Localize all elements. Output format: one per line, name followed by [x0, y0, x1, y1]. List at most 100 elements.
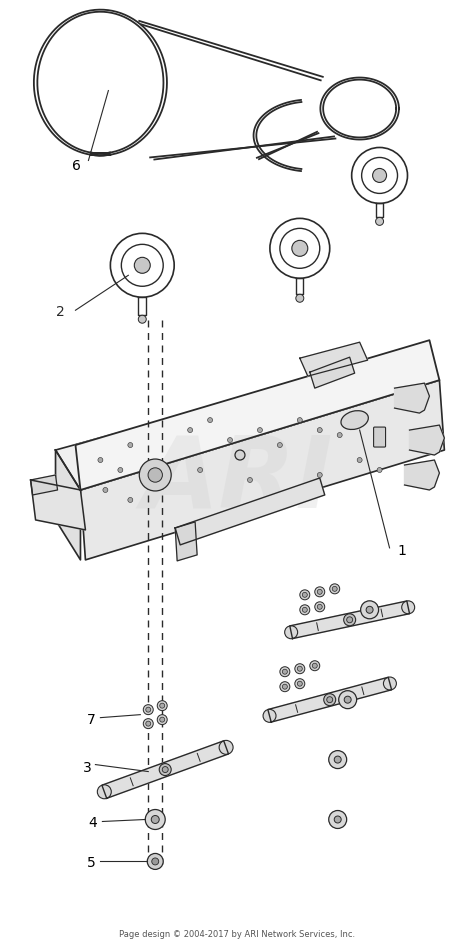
Circle shape [373, 169, 387, 182]
Text: 2: 2 [56, 306, 65, 319]
Circle shape [198, 468, 202, 473]
Polygon shape [175, 478, 325, 545]
Circle shape [310, 661, 320, 671]
Circle shape [134, 257, 150, 273]
Circle shape [235, 450, 245, 460]
Polygon shape [268, 678, 392, 722]
Circle shape [280, 681, 290, 692]
Circle shape [324, 694, 336, 706]
Circle shape [334, 756, 341, 763]
Circle shape [162, 767, 168, 772]
Circle shape [139, 459, 171, 491]
Circle shape [334, 816, 341, 823]
Polygon shape [31, 480, 85, 530]
Circle shape [300, 605, 310, 615]
Circle shape [317, 428, 322, 433]
Text: 5: 5 [86, 856, 95, 870]
Circle shape [247, 477, 253, 482]
Circle shape [317, 589, 322, 594]
Circle shape [329, 751, 346, 769]
Polygon shape [102, 741, 228, 798]
Circle shape [152, 858, 159, 865]
Circle shape [401, 601, 415, 614]
Circle shape [344, 697, 351, 703]
Circle shape [277, 442, 283, 448]
Circle shape [103, 488, 108, 493]
Circle shape [344, 614, 356, 625]
Text: 3: 3 [82, 760, 91, 774]
Circle shape [296, 294, 304, 302]
Polygon shape [404, 460, 439, 490]
Circle shape [329, 810, 346, 828]
Circle shape [366, 606, 373, 613]
Text: 6: 6 [73, 159, 82, 174]
Circle shape [297, 681, 302, 686]
Circle shape [302, 607, 307, 612]
Circle shape [118, 468, 123, 473]
Circle shape [208, 418, 212, 422]
Polygon shape [81, 381, 445, 560]
Circle shape [147, 853, 163, 869]
Circle shape [143, 705, 153, 715]
Circle shape [98, 457, 103, 462]
Circle shape [145, 809, 165, 829]
Circle shape [283, 684, 287, 689]
Circle shape [317, 605, 322, 609]
Circle shape [383, 677, 396, 690]
Text: 1: 1 [398, 544, 406, 558]
Text: 4: 4 [89, 816, 97, 830]
Circle shape [297, 418, 302, 422]
Text: 7: 7 [86, 713, 95, 727]
Circle shape [285, 625, 298, 639]
Polygon shape [31, 475, 57, 495]
Circle shape [148, 468, 163, 482]
Circle shape [300, 590, 310, 600]
Circle shape [297, 666, 302, 671]
Circle shape [330, 584, 340, 594]
Circle shape [263, 709, 276, 722]
Text: ARI: ARI [141, 432, 333, 529]
Circle shape [157, 715, 167, 725]
Circle shape [295, 679, 305, 689]
FancyBboxPatch shape [374, 427, 385, 447]
Circle shape [357, 457, 362, 462]
Polygon shape [175, 522, 197, 561]
Circle shape [159, 764, 171, 775]
Circle shape [361, 601, 379, 619]
Circle shape [146, 707, 151, 712]
Circle shape [332, 586, 337, 591]
Circle shape [219, 740, 233, 754]
Polygon shape [394, 383, 429, 413]
Circle shape [302, 592, 307, 597]
Circle shape [295, 663, 305, 674]
Circle shape [160, 717, 164, 722]
Ellipse shape [341, 411, 368, 430]
Circle shape [97, 785, 111, 799]
Polygon shape [55, 350, 439, 490]
Circle shape [143, 718, 153, 729]
Polygon shape [300, 343, 368, 376]
Circle shape [327, 697, 333, 702]
Circle shape [151, 815, 159, 824]
Circle shape [257, 428, 263, 433]
Circle shape [375, 217, 383, 225]
Polygon shape [75, 340, 439, 490]
Circle shape [337, 433, 342, 437]
Circle shape [146, 721, 151, 726]
Circle shape [339, 691, 356, 709]
Circle shape [157, 700, 167, 711]
Polygon shape [310, 357, 355, 388]
Polygon shape [290, 601, 410, 639]
Circle shape [138, 315, 146, 324]
Circle shape [315, 602, 325, 612]
Text: Page design © 2004-2017 by ARI Network Services, Inc.: Page design © 2004-2017 by ARI Network S… [119, 930, 355, 939]
Polygon shape [55, 450, 81, 560]
Circle shape [128, 497, 133, 502]
Polygon shape [410, 425, 445, 455]
Circle shape [317, 473, 322, 477]
Circle shape [346, 617, 353, 623]
Circle shape [292, 240, 308, 256]
Circle shape [315, 586, 325, 597]
Circle shape [377, 468, 382, 473]
Circle shape [312, 663, 317, 668]
